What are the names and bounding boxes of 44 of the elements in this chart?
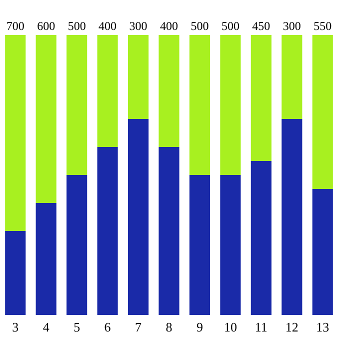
data-label: 550 xyxy=(314,19,332,33)
bar xyxy=(5,35,26,231)
data-label: 500 xyxy=(68,19,86,33)
bar xyxy=(220,175,241,315)
x-tick-label: 3 xyxy=(12,320,19,334)
x-tick-label: 12 xyxy=(285,320,298,334)
bar xyxy=(312,189,333,315)
bar xyxy=(66,175,88,315)
x-tick-label: 5 xyxy=(74,320,80,334)
bar xyxy=(36,35,56,203)
x-tick-label: 13 xyxy=(316,320,330,334)
data-label: 400 xyxy=(160,19,178,33)
bar xyxy=(220,35,241,175)
bar xyxy=(128,35,149,119)
bar xyxy=(97,147,118,315)
x-tick-label: 4 xyxy=(42,320,50,334)
bar xyxy=(189,35,210,175)
bar xyxy=(250,161,272,315)
data-label: 600 xyxy=(37,19,56,33)
data-label: 450 xyxy=(252,19,270,33)
data-label: 300 xyxy=(282,19,301,33)
data-label: 700 xyxy=(6,19,24,33)
x-tick-label: 9 xyxy=(196,320,203,334)
data-label: 400 xyxy=(98,19,117,33)
bar xyxy=(158,147,180,315)
bar xyxy=(189,175,210,315)
x-tick-label: 6 xyxy=(104,320,112,334)
bar xyxy=(97,35,118,147)
bar xyxy=(282,119,302,315)
x-tick-label: 10 xyxy=(224,320,237,334)
bar xyxy=(66,35,88,175)
bar xyxy=(158,35,180,147)
data-label: 500 xyxy=(221,19,240,33)
data-label: 500 xyxy=(190,19,209,33)
data-label: 300 xyxy=(129,19,148,33)
bar xyxy=(282,35,302,119)
x-tick-label: 7 xyxy=(135,320,142,334)
x-tick-label: 11 xyxy=(254,320,268,334)
bar xyxy=(250,35,272,161)
bar xyxy=(36,203,56,315)
bar xyxy=(312,35,333,189)
bar xyxy=(128,119,149,315)
bar xyxy=(5,231,26,315)
x-tick-label: 8 xyxy=(166,320,172,334)
